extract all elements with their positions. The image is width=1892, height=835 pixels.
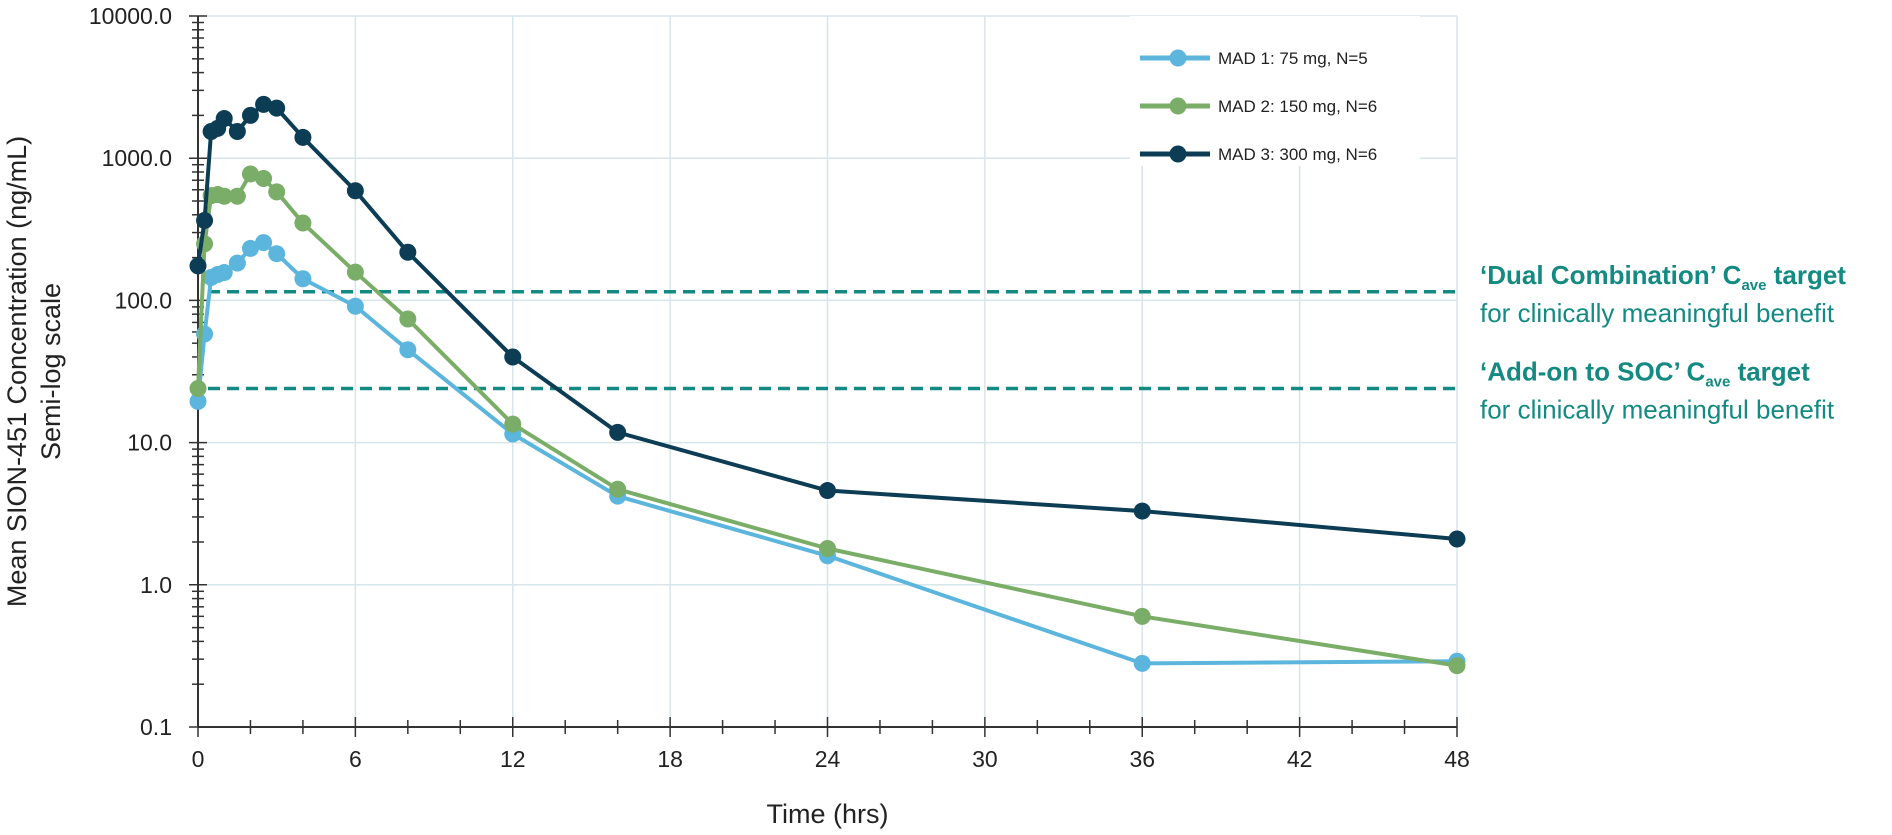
data-point <box>399 341 417 359</box>
data-point <box>819 540 836 558</box>
data-point <box>346 182 364 200</box>
data-point <box>268 183 286 201</box>
data-point <box>228 123 246 141</box>
legend-entry: MAD 1: 75 mg, N=5 <box>1140 49 1368 68</box>
data-point <box>241 239 259 257</box>
data-point <box>609 480 627 498</box>
y-axis-title: Mean SION-451 Concentration (ng/mL) <box>2 136 32 607</box>
x-tick-label: 0 <box>192 746 205 772</box>
data-point <box>1448 657 1466 675</box>
series-3 <box>189 95 1466 548</box>
data-point <box>196 211 214 229</box>
reference-label: ‘Dual Combination’ Cave target <box>1480 260 1846 294</box>
data-point <box>255 95 273 113</box>
y-tick-label: 10.0 <box>127 430 172 456</box>
y-tick-label: 1000.0 <box>102 145 172 171</box>
y-tick-label: 100.0 <box>114 287 172 313</box>
legend-label: MAD 1: 75 mg, N=5 <box>1218 49 1368 68</box>
data-point <box>294 270 312 288</box>
data-point <box>504 415 522 433</box>
data-point <box>268 245 286 263</box>
reference-sublabel: for clinically meaningful benefit <box>1480 298 1835 328</box>
data-point <box>1448 530 1466 548</box>
y-axis-subtitle: Semi-log scale <box>36 283 66 460</box>
reference-label: ‘Add-on to SOC’ Cave target <box>1480 357 1810 391</box>
legend-box <box>1130 16 1420 166</box>
data-point <box>346 297 364 315</box>
legend-entry: MAD 3: 300 mg, N=6 <box>1140 145 1377 164</box>
data-point <box>215 110 233 128</box>
data-point <box>255 169 273 187</box>
x-tick-label: 24 <box>815 746 841 772</box>
data-point <box>189 392 207 410</box>
x-axis-title: Time (hrs) <box>767 799 889 829</box>
legend-swatch-marker <box>1169 97 1187 115</box>
x-tick-label: 6 <box>349 746 362 772</box>
data-point <box>819 482 836 500</box>
data-point <box>504 348 522 366</box>
y-tick-label: 10000.0 <box>89 3 172 29</box>
data-point <box>1133 654 1151 672</box>
data-point <box>228 254 246 272</box>
legend-swatch-marker <box>1169 145 1187 163</box>
data-point <box>241 106 259 124</box>
data-point <box>228 187 246 205</box>
data-point <box>255 234 273 252</box>
legend-swatch-marker <box>1169 49 1187 67</box>
x-tick-label: 36 <box>1129 746 1155 772</box>
data-point <box>1133 607 1151 625</box>
data-point <box>189 257 207 275</box>
data-point <box>294 128 312 146</box>
data-point <box>346 263 364 281</box>
data-point <box>609 423 627 441</box>
x-tick-label: 48 <box>1444 746 1470 772</box>
data-point <box>215 264 233 282</box>
data-point <box>294 214 312 232</box>
data-point <box>399 243 417 261</box>
data-point <box>1133 502 1151 520</box>
legend-entry: MAD 2: 150 mg, N=6 <box>1140 97 1377 116</box>
legend-label: MAD 2: 150 mg, N=6 <box>1218 97 1377 116</box>
x-tick-label: 30 <box>972 746 998 772</box>
series-1 <box>189 234 1466 672</box>
data-point <box>215 187 233 205</box>
data-point <box>241 165 259 183</box>
data-point <box>399 310 417 328</box>
x-tick-label: 18 <box>657 746 683 772</box>
legend: MAD 1: 75 mg, N=5 MAD 2: 150 mg, N=6 MAD 3… <box>1130 16 1420 166</box>
legend-label: MAD 3: 300 mg, N=6 <box>1218 145 1377 164</box>
reference-sublabel: for clinically meaningful benefit <box>1480 395 1835 425</box>
data-series <box>189 95 1466 675</box>
y-tick-label: 0.1 <box>140 714 172 740</box>
x-tick-label: 12 <box>500 746 526 772</box>
x-tick-label: 42 <box>1287 746 1313 772</box>
data-point <box>189 380 207 398</box>
annotations: ‘Dual Combination’ Cave target for clinic… <box>1480 260 1846 425</box>
data-point <box>268 99 286 117</box>
y-tick-label: 1.0 <box>140 572 172 598</box>
